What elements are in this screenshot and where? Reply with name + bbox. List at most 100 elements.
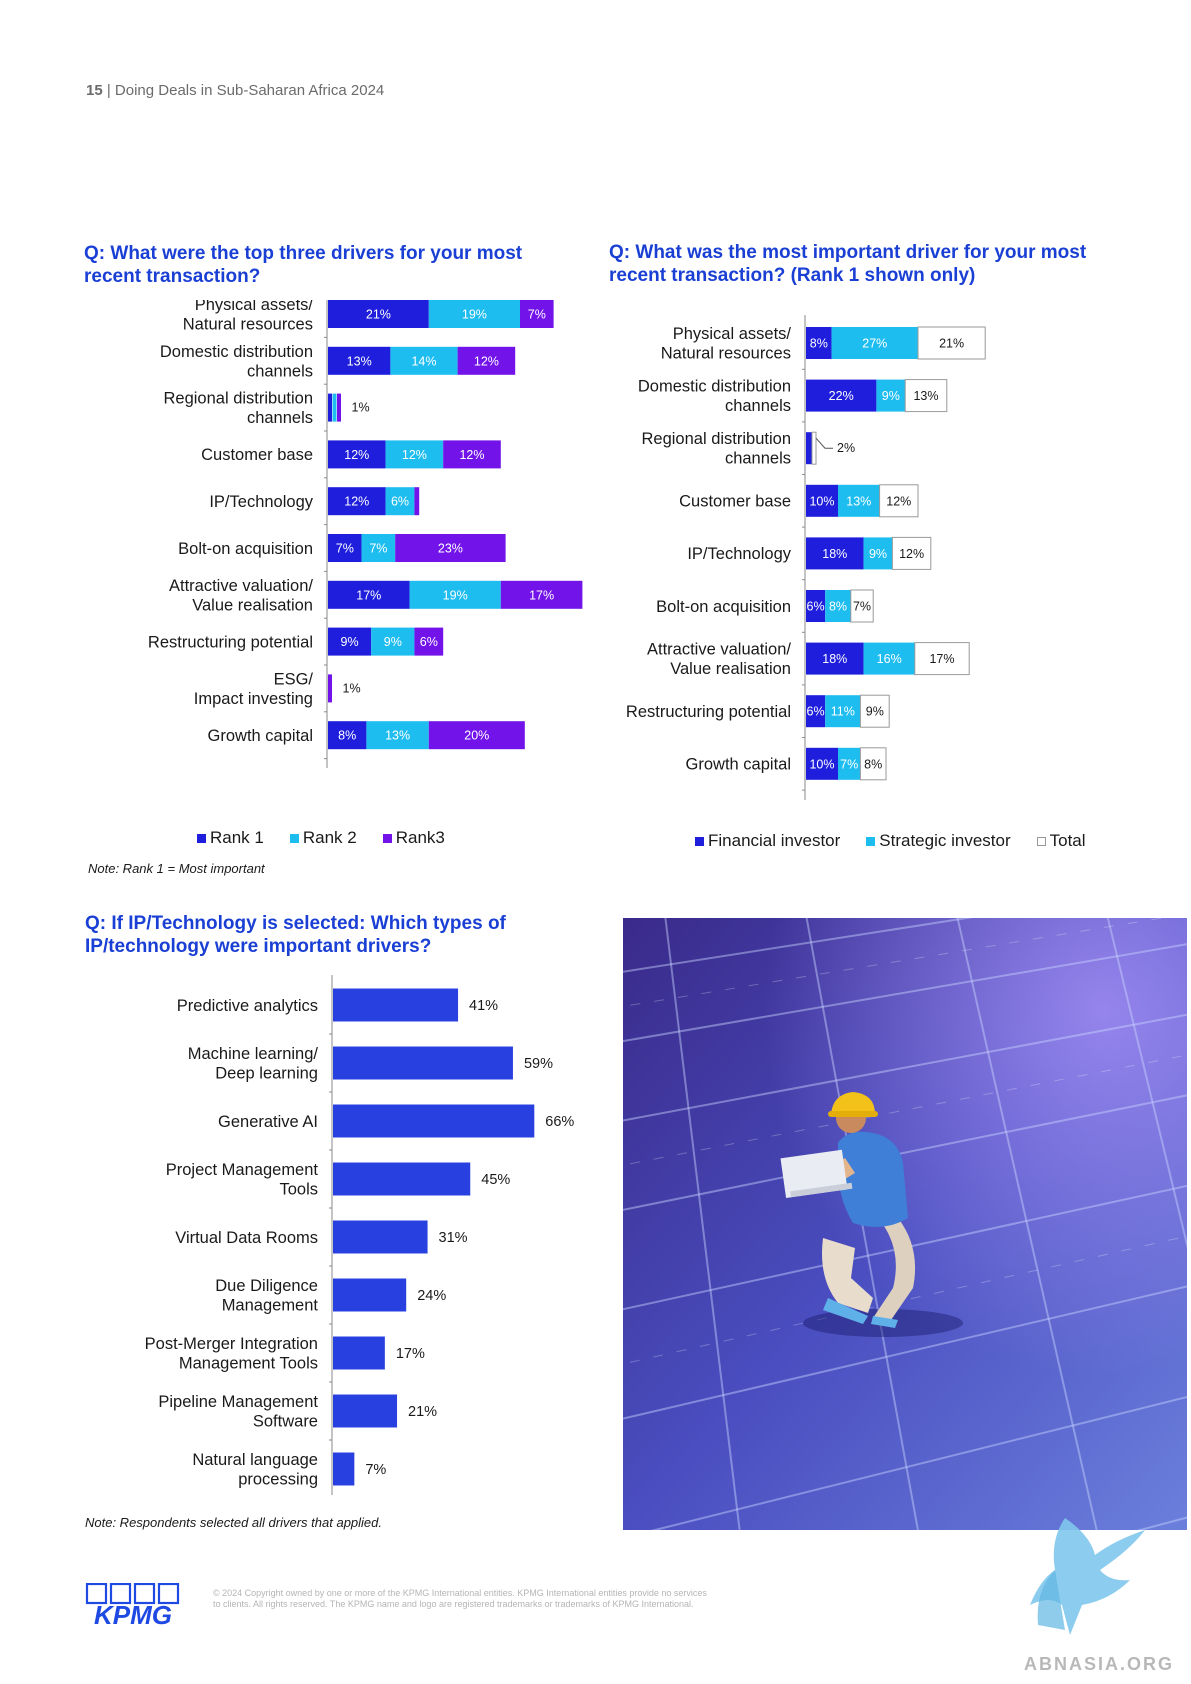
chart2-value-label-5-0: 6% <box>807 600 825 614</box>
solar-panel-illustration <box>623 918 1187 1530</box>
chart3-bar-6 <box>333 1336 385 1370</box>
chart1-bar-4-1 <box>385 487 415 516</box>
chart1-bar-4-0 <box>328 487 386 516</box>
chart1-bar-6-1 <box>409 580 501 609</box>
q1-title-line2: recent transaction? <box>84 266 261 287</box>
chart1-category-1-line1: Domestic distribution <box>160 343 313 361</box>
chart2-bar-5-0 <box>806 590 826 622</box>
chart1-category-2-line2: channels <box>247 409 313 427</box>
chart3-category-7-line2: Software <box>253 1413 318 1431</box>
chart3-value-label-2: 66% <box>545 1114 574 1130</box>
legend-rank2-swatch <box>289 834 299 844</box>
chart3-value-label-1: 59% <box>524 1056 553 1072</box>
chart2-value-label-5-1: 8% <box>829 600 847 614</box>
chart2-bar-7-0 <box>806 695 826 728</box>
chart1-category-5-line1: Bolt-on acquisition <box>178 540 313 558</box>
chart2-value-label-6-0: 18% <box>822 652 847 666</box>
chart1-bar-0-2 <box>520 300 554 328</box>
legend-rank3: Rank3 <box>382 828 445 848</box>
chart2-bar-0-2 <box>917 326 986 360</box>
chart2-value-label-0-0: 8% <box>810 337 828 351</box>
chart1-bar-1-2 <box>457 346 516 375</box>
chart3-value-label-0: 41% <box>469 998 498 1014</box>
chart2-leader-line-2 <box>815 437 833 449</box>
chart2-bar-7-2 <box>859 694 890 728</box>
q3-title-line2: IP/technology were important drivers? <box>85 936 432 957</box>
page-header: 15 | Doing Deals in Sub-Saharan Africa 2… <box>86 82 384 99</box>
chart1-value-label-8: 1% <box>343 681 361 695</box>
chart2-value-label-4-0: 18% <box>822 547 847 561</box>
legend-total-label: Total <box>1049 831 1086 850</box>
chart3-value-label-7: 21% <box>408 1404 437 1420</box>
chart2-bar-3-0 <box>806 484 838 517</box>
abnasia-watermark: ABNASIA.ORG <box>1010 1510 1188 1678</box>
chart2-bar-6-2 <box>914 642 970 676</box>
chart2-value-label-6-1: 16% <box>877 652 902 666</box>
chart2-bar-7-1 <box>825 695 861 728</box>
chart2-category-1-line2: channels <box>725 397 791 415</box>
chart2-value-label-0-1: 27% <box>862 337 887 351</box>
chart2-value-label-7-1: 11% <box>831 705 855 719</box>
chart1-category-7-line1: Restructuring potential <box>148 633 313 651</box>
chart2-bar-4-1 <box>863 537 893 570</box>
chart2-bar-1-2 <box>904 379 948 413</box>
chart2-value-label-1-0: 22% <box>829 389 854 403</box>
kpmg-logo-text: KPMG <box>94 1600 172 1627</box>
chart1-bar-9-1 <box>366 721 429 750</box>
chart1-bar-8-2 <box>328 674 332 703</box>
chart1-value-label-2: 1% <box>352 401 370 415</box>
legend-strategic-swatch <box>866 837 876 847</box>
q1-title-line1: Q: What were the top three drivers for y… <box>84 243 523 264</box>
chart3-value-label-5: 24% <box>417 1288 446 1304</box>
chart2-bar-8-2 <box>859 747 887 781</box>
chart1-value-label-0-1: 19% <box>462 308 487 322</box>
chart2-bar-1-1 <box>876 379 906 412</box>
legend-financial-investor: Financial investor <box>695 831 840 851</box>
chart1-category-0-line1: Physical assets/ <box>195 300 314 314</box>
chart2-category-5-line1: Bolt-on acquisition <box>656 598 791 616</box>
legend-rank3-label: Rank3 <box>395 828 445 847</box>
chart1-bar-5-0 <box>328 534 362 562</box>
chart1-bar-0-1 <box>428 300 520 328</box>
chart1-value-label-9-1: 13% <box>385 729 410 743</box>
top-three-drivers-chart: Physical assets/Natural resources 21% 19% 7… <box>148 300 583 768</box>
chart2-category-2-line1: Regional distribution <box>641 430 791 448</box>
chart1-value-label-5-0: 7% <box>336 542 354 556</box>
chart3-category-5-line2: Management <box>222 1297 319 1315</box>
chart2-value-label-7-0: 6% <box>807 705 825 719</box>
legend-financial-swatch <box>695 837 704 847</box>
chart1-value-label-9-2: 20% <box>464 729 489 743</box>
chart1-value-label-5-1: 7% <box>369 542 387 556</box>
chart3-category-5-line1: Due Diligence <box>215 1277 318 1295</box>
chart2-bar-0-1 <box>831 327 918 359</box>
q2-title-line1: Q: What was the most important driver fo… <box>609 242 1087 263</box>
chart1-value-label-0-0: 21% <box>366 308 391 322</box>
chart1-value-label-7-1: 9% <box>384 635 402 649</box>
chart3-category-4-line1: Virtual Data Rooms <box>175 1229 318 1247</box>
chart1-value-label-4-1: 6% <box>391 495 409 509</box>
chart1-value-label-7-2: 6% <box>420 635 438 649</box>
chart1-value-label-1-0: 13% <box>347 354 372 368</box>
chart3-bar-1 <box>333 1046 513 1080</box>
chart3-bar-2 <box>333 1104 535 1138</box>
chart2-value-label-2: 2% <box>837 441 855 455</box>
chart2-bar-5-2 <box>850 589 874 623</box>
chart2-bar-2-0 <box>806 432 812 465</box>
chart1-value-label-6-0: 17% <box>356 588 381 602</box>
chart1-category-4-line1: IP/Technology <box>209 493 313 511</box>
chart1-value-label-3-1: 12% <box>402 448 427 462</box>
chart3-value-label-8: 7% <box>365 1462 386 1478</box>
chart2-value-label-4-2: 12% <box>899 547 924 561</box>
chart2-category-2-line2: channels <box>725 450 791 468</box>
chart1-value-label-1-1: 14% <box>411 354 436 368</box>
chart1-value-label-0-2: 7% <box>528 308 546 322</box>
watermark-text: ABNASIA.ORG <box>1024 1654 1174 1674</box>
chart2-value-label-8-0: 10% <box>809 757 834 771</box>
chart2-bar-8-0 <box>806 747 838 780</box>
chart1-bar-3-0 <box>328 440 386 469</box>
chart3-bar-7 <box>333 1394 398 1428</box>
chart3-bar-8 <box>333 1452 355 1486</box>
chart3-bar-0 <box>333 988 459 1022</box>
chart1-category-8-line2: Impact investing <box>194 690 313 708</box>
ip-technology-types-chart: Predictive analytics 41% Machine learning/… <box>145 975 574 1495</box>
